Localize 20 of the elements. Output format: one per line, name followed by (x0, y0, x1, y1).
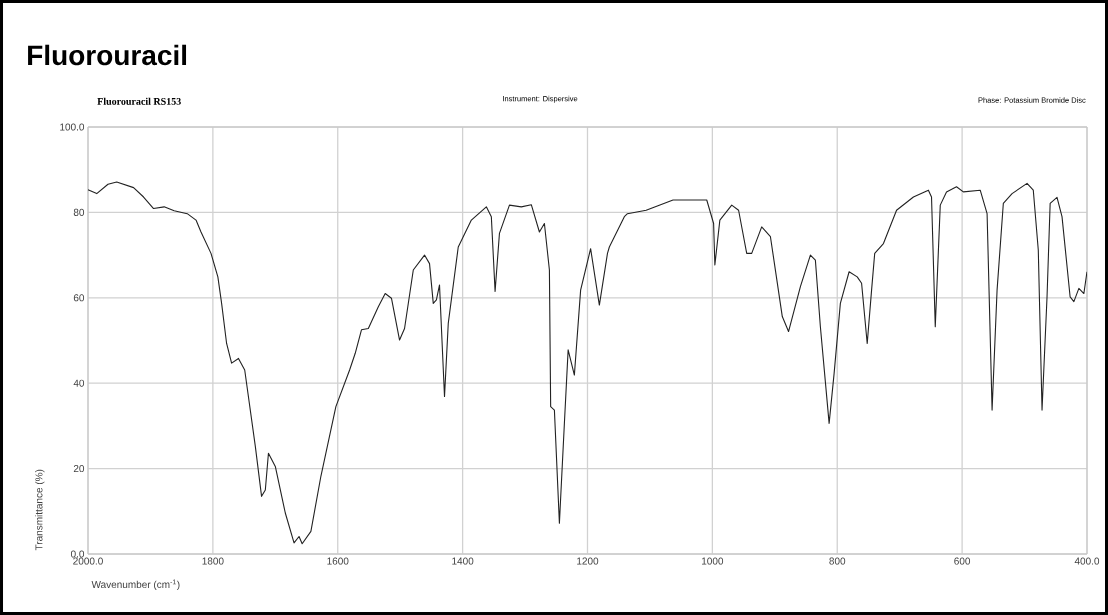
y-tick-label: 60 (73, 294, 85, 302)
x-tick-label: 2000.0 (73, 557, 103, 565)
y-tick-label: 20 (73, 465, 85, 473)
x-tick-label: 1200 (577, 557, 599, 565)
x-tick-label: 1600 (327, 557, 349, 565)
chart-title: Fluorouracil (28, 44, 187, 66)
y-tick-label: 100.0 (60, 123, 85, 131)
x-tick-label: 1400 (452, 557, 474, 565)
x-tick-label: 1800 (202, 557, 224, 565)
y-axis-title: Transmittance (%) (35, 469, 45, 551)
x-axis-title: Wavenumber (cm$^{-1}$) (91, 579, 180, 591)
x-tick-label: 800 (829, 557, 846, 565)
x-tick-label: 400.0 (1074, 557, 1100, 565)
line-series (88, 181, 1087, 545)
chart-subtitle: Fluorouracil RS153 (97, 97, 181, 105)
y-tick-label: 80 (73, 208, 85, 216)
x-tick-label: 600 (954, 557, 971, 565)
y-tick-label: 40 (73, 379, 85, 387)
x-tick-label: 1000 (702, 557, 724, 565)
y-tick-label: 0.0 (70, 550, 85, 558)
